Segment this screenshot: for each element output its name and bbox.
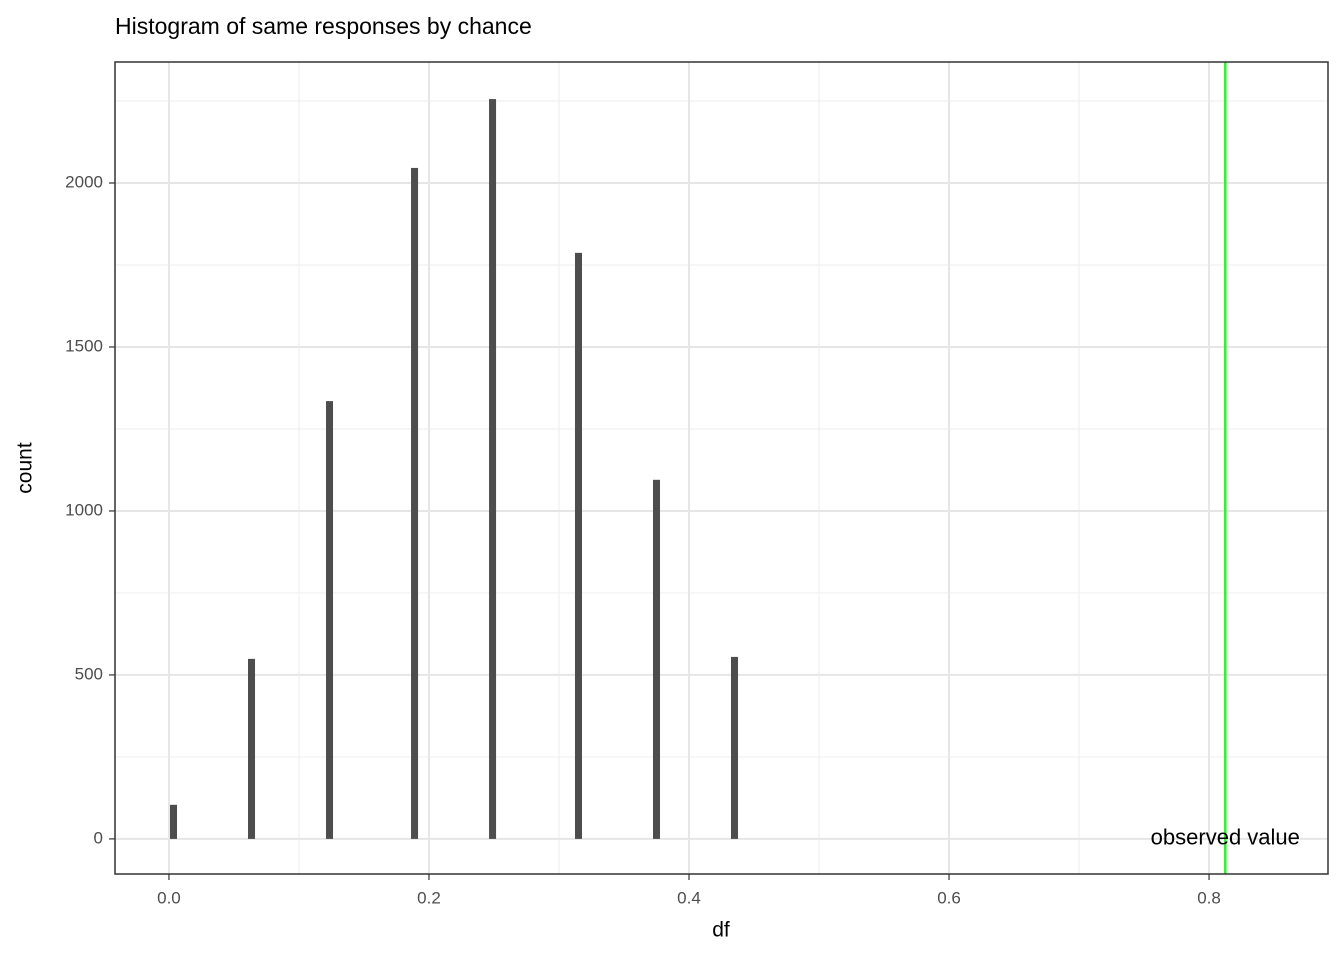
panel-background [115,62,1328,874]
bar [326,401,334,839]
x-tick-label: 0.6 [937,888,961,907]
x-tick-label: 0.2 [417,888,441,907]
x-tick-label: 0.4 [677,888,701,907]
y-tick-label: 0 [94,828,103,847]
panel-border [114,61,1329,875]
x-tick-label: 0.0 [157,888,181,907]
y-tick-label: 1500 [65,336,103,355]
y-axis-title: count [14,442,37,494]
y-tick-label: 1000 [65,500,103,519]
x-axis-title: df [712,919,730,942]
bar [489,99,497,839]
bar [411,167,419,839]
bar [574,252,582,839]
x-tick-label: 0.8 [1197,888,1221,907]
bar [730,656,739,839]
bar [169,804,178,839]
chart-title: Histogram of same responses by chance [115,13,532,39]
bar [652,479,661,839]
y-tick-label: 2000 [65,172,103,191]
bar [248,658,256,839]
y-tick-label: 500 [75,664,103,683]
annotation: observed value [1151,825,1300,850]
